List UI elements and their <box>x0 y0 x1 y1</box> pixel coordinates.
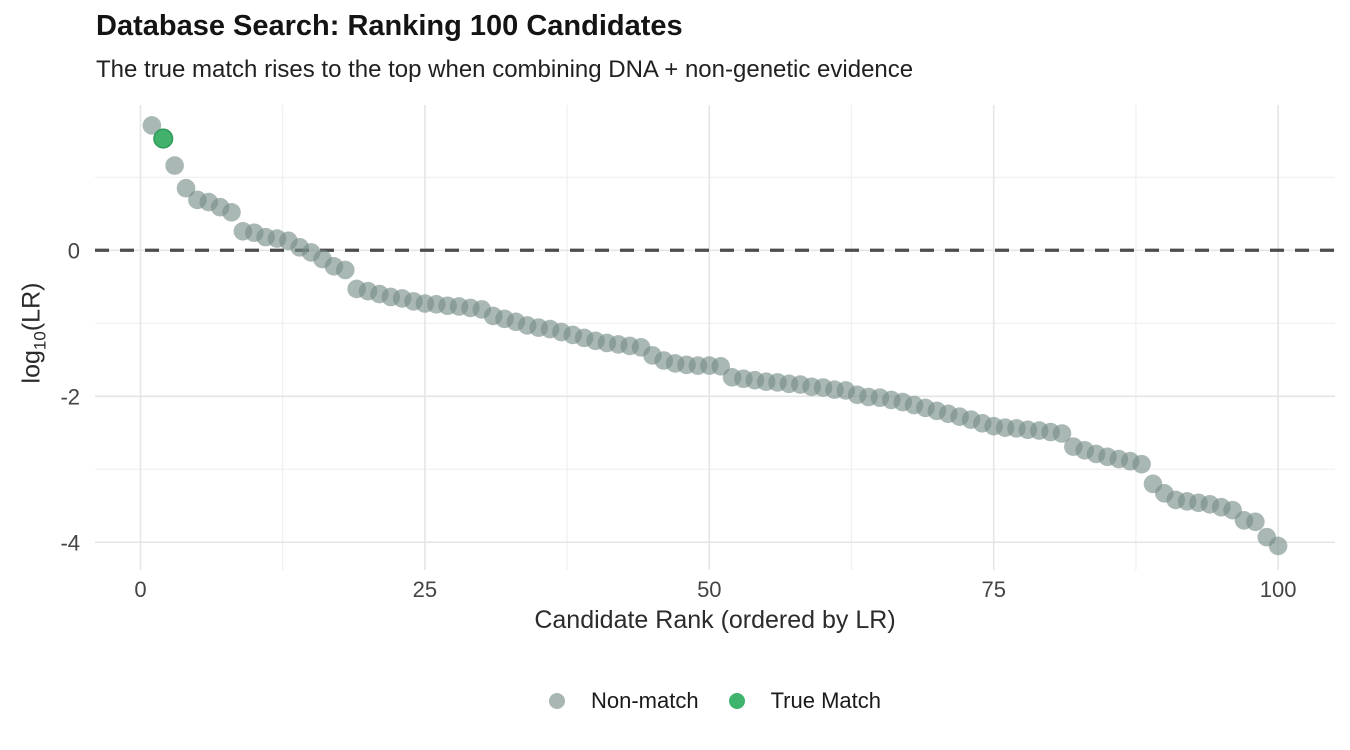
x-axis-title: Candidate Rank (ordered by LR) <box>534 606 896 634</box>
nonmatch-point <box>176 178 196 198</box>
truematch-dot-icon <box>728 693 745 709</box>
chart-subtitle: The true match rises to the top when com… <box>96 56 914 83</box>
legend-item-truematch: True Match <box>728 688 882 714</box>
chart-title: Database Search: Ranking 100 Candidates <box>96 10 683 42</box>
nonmatch-point <box>142 116 162 135</box>
x-tick-label: 25 <box>413 577 437 602</box>
y-axis-title-suffix: (LR) <box>17 282 46 332</box>
y-axis-title: log10(LR) <box>18 283 51 384</box>
legend-item-nonmatch: Non-match <box>548 688 699 714</box>
legend-label-truematch: True Match <box>770 688 882 713</box>
y-tick-label: -4 <box>60 530 80 555</box>
nonmatch-point <box>335 260 355 280</box>
nonmatch-dot-icon <box>548 693 565 709</box>
legend-label-nonmatch: Non-match <box>590 688 699 713</box>
y-tick-label: 0 <box>68 238 80 263</box>
x-tick-label: 100 <box>1260 577 1297 602</box>
nonmatch-point <box>1052 424 1072 443</box>
y-tick-label: -2 <box>60 384 80 409</box>
nonmatch-point <box>1132 454 1151 474</box>
nonmatch-point <box>1268 536 1288 556</box>
x-tick-label: 0 <box>134 577 146 602</box>
nonmatch-point <box>165 156 184 175</box>
y-axis-title-subscript: 10 <box>30 331 50 351</box>
chart-legend: Non-match True Match <box>95 688 1335 714</box>
y-axis-title-text: log <box>17 350 46 384</box>
nonmatch-point <box>222 203 241 222</box>
true-match-point <box>153 128 174 149</box>
nonmatch-point <box>1246 512 1265 532</box>
x-tick-label: 75 <box>981 577 1005 602</box>
x-tick-label: 50 <box>697 577 721 602</box>
